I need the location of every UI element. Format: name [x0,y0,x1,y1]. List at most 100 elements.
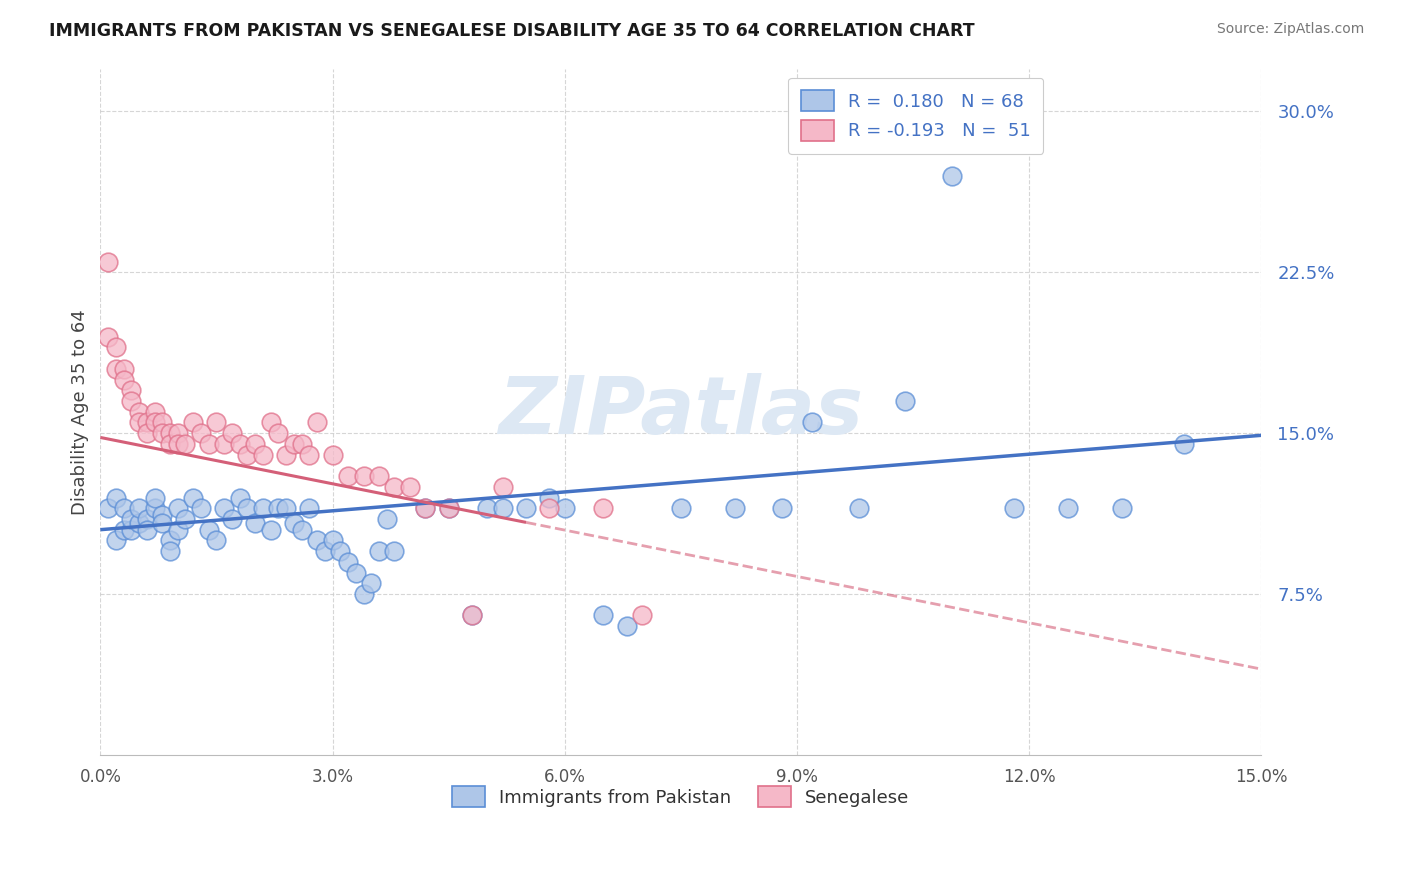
Point [228,437,250,451]
Point [221,426,243,441]
Point [368,544,391,558]
Point [166,501,188,516]
Point [360,576,382,591]
Point [1057,501,1080,516]
Point [190,501,212,516]
Point [104,340,127,354]
Point [135,512,157,526]
Point [298,501,321,516]
Point [120,523,142,537]
Point [97,254,120,268]
Point [150,426,173,441]
Point [437,501,460,516]
Point [724,501,747,516]
Point [801,416,824,430]
Point [274,501,297,516]
Point [592,501,614,516]
Point [112,361,135,376]
Point [181,491,204,505]
Point [283,516,305,531]
Point [243,516,266,531]
Point [274,448,297,462]
Point [104,361,127,376]
Point [298,448,321,462]
Point [104,491,127,505]
Point [1111,501,1133,516]
Point [104,533,127,548]
Point [190,426,212,441]
Text: Source: ZipAtlas.com: Source: ZipAtlas.com [1216,22,1364,37]
Point [353,587,375,601]
Point [120,394,142,409]
Point [128,501,150,516]
Point [437,501,460,516]
Point [492,501,515,516]
Point [307,416,329,430]
Point [1173,437,1195,451]
Point [174,512,197,526]
Point [159,533,181,548]
Point [415,501,437,516]
Point [314,544,336,558]
Point [228,491,250,505]
Y-axis label: Disability Age 35 to 64: Disability Age 35 to 64 [72,309,89,515]
Point [291,437,314,451]
Point [135,416,157,430]
Point [384,544,406,558]
Point [166,437,188,451]
Point [150,508,173,522]
Point [848,501,870,516]
Point [291,523,314,537]
Point [252,448,274,462]
Point [197,523,219,537]
Point [143,491,166,505]
Point [322,533,344,548]
Point [236,501,259,516]
Point [267,501,290,516]
Point [159,437,181,451]
Point [143,405,166,419]
Point [97,329,120,343]
Point [631,608,654,623]
Point [212,437,235,451]
Point [941,169,963,183]
Point [337,469,360,483]
Point [492,480,515,494]
Point [112,523,135,537]
Point [375,512,398,526]
Point [368,469,391,483]
Point [166,523,188,537]
Point [616,619,638,633]
Point [150,416,173,430]
Point [592,608,614,623]
Point [353,469,375,483]
Point [159,426,181,441]
Point [236,448,259,462]
Point [307,533,329,548]
Point [243,437,266,451]
Point [415,501,437,516]
Point [515,501,537,516]
Point [212,501,235,516]
Point [197,437,219,451]
Point [283,437,305,451]
Point [399,480,422,494]
Point [252,501,274,516]
Point [128,405,150,419]
Point [461,608,484,623]
Point [337,555,360,569]
Point [112,372,135,386]
Point [166,426,188,441]
Point [669,501,692,516]
Point [267,426,290,441]
Point [384,480,406,494]
Point [461,608,484,623]
Point [135,426,157,441]
Point [181,416,204,430]
Point [135,523,157,537]
Point [344,566,367,580]
Point [477,501,499,516]
Point [159,544,181,558]
Point [143,501,166,516]
Point [174,437,197,451]
